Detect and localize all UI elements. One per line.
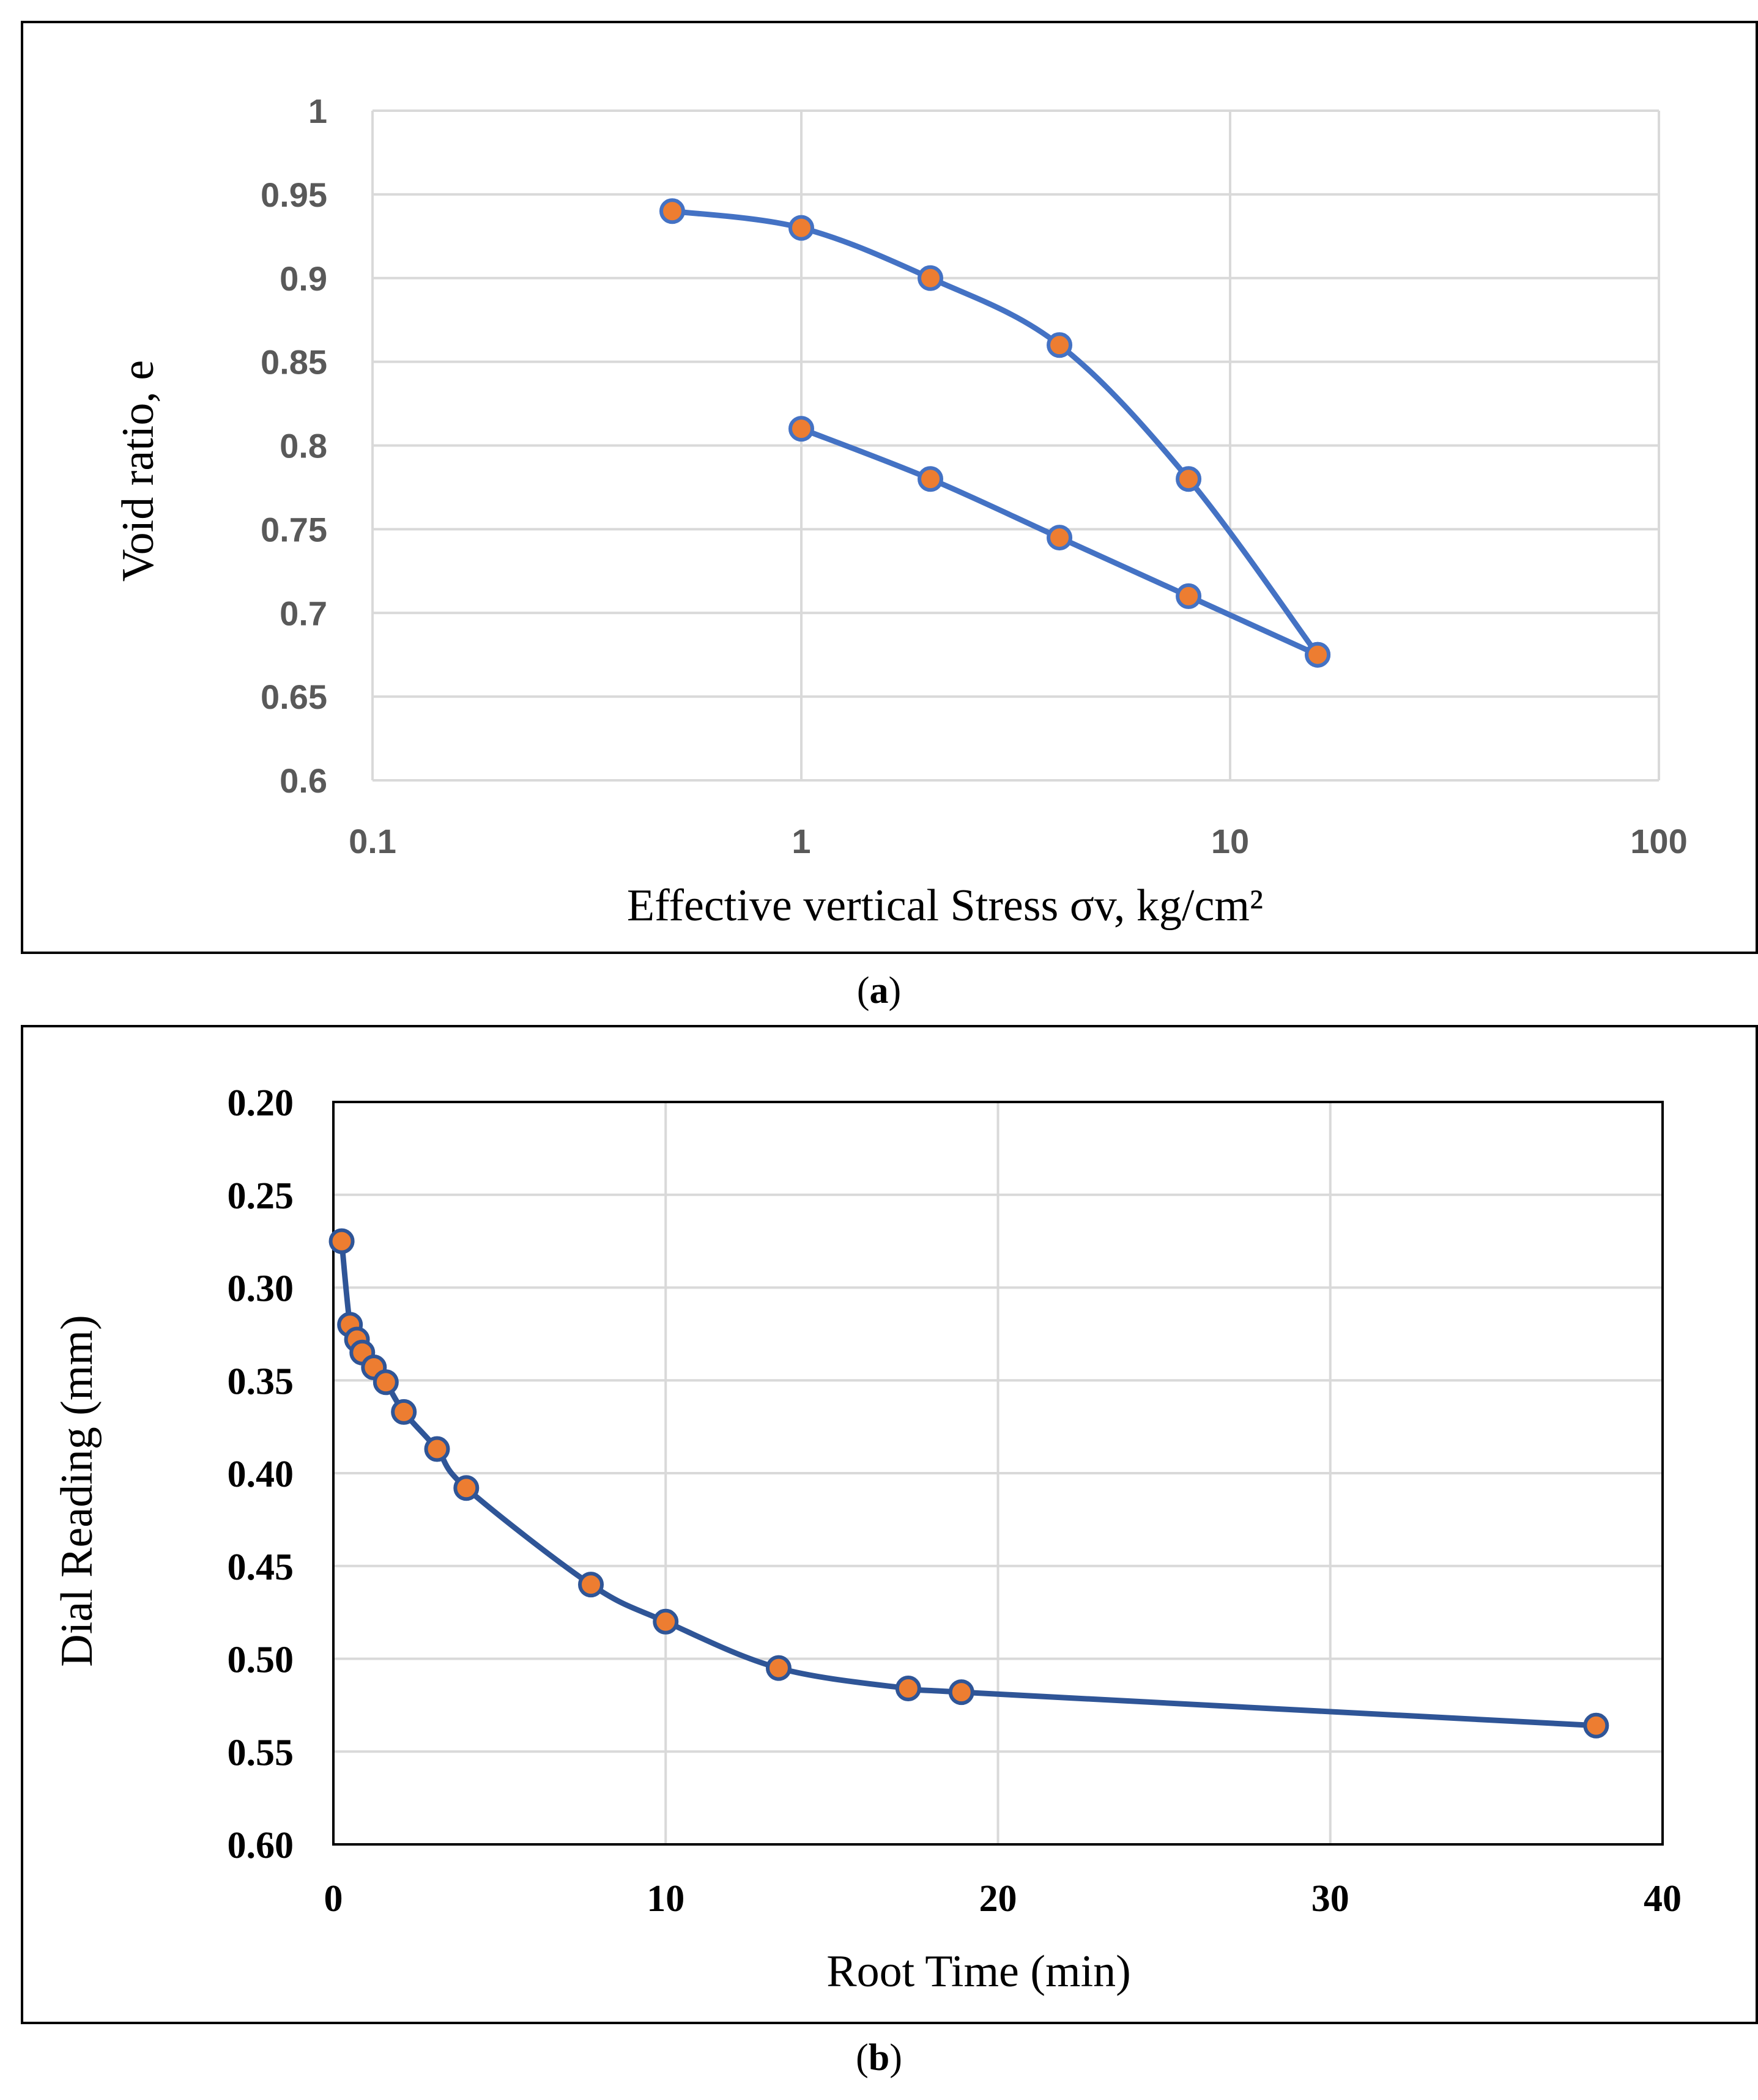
chart-a-x-tick-label: 1: [792, 822, 810, 860]
chart-b-series-dial: [339, 1238, 1599, 1729]
chart-a-y-tick-label: 0.6: [280, 761, 327, 800]
chart-b-y-tick-label: 0.55: [228, 1732, 294, 1773]
caption-a: (a): [856, 970, 902, 1011]
chart-b-axes: [332, 1101, 1664, 1846]
chart-b-point: [765, 1655, 792, 1681]
chart-a-y-axis-title: Void ratio, e: [113, 360, 163, 582]
chart-b-plot-border: [332, 1101, 1664, 1846]
chart-a-x-axis-title: Effective vertical Stress σv, kg/cm²: [627, 881, 1263, 931]
chart-b-gridlines: [333, 1102, 1663, 1844]
chart-b: 0.20 0.25 0.30 0.35 0.40 0.45 0.50 0.55 0.60 0 10 2…: [52, 1082, 1682, 1997]
caption-b: (b): [856, 2037, 902, 2079]
chart-b-y-tick-label: 0.40: [228, 1454, 294, 1495]
chart-a-y-tick-label: 0.7: [280, 594, 327, 632]
chart-b-y-tick-label: 0.30: [228, 1268, 294, 1310]
chart-a-y-tick-label: 0.85: [261, 343, 327, 382]
chart-b-points: [328, 1228, 1609, 1739]
panel-a-frame: [21, 21, 1758, 954]
chart-a-y-tick-label: 0.65: [261, 678, 327, 716]
chart-a-x-tick-label: 100: [1630, 822, 1687, 860]
chart-b-x-axis-title: Root Time (min): [826, 1947, 1131, 1997]
chart-a-y-tick-label: 0.9: [280, 259, 327, 298]
chart-b-point: [1583, 1712, 1609, 1739]
chart-b-x-tick-label: 0: [324, 1878, 343, 1920]
chart-b-y-axis-title: Dial Reading (mm): [52, 1315, 102, 1666]
chart-b-tick-labels: 0.20 0.25 0.30 0.35 0.40 0.45 0.50 0.55 0.60 0 10 2…: [228, 1082, 1682, 1920]
chart-b-y-tick-label: 0.25: [228, 1175, 294, 1217]
chart-a-tick-labels: 0.6 0.65 0.7 0.75 0.8 0.85 0.9 0.95 1 0.1 1 10 100: [261, 92, 1688, 860]
chart-a-point: [918, 466, 944, 492]
chart-b-y-tick-label: 0.50: [228, 1640, 294, 1681]
chart-a-gridlines: [371, 109, 1660, 782]
chart-b-point: [895, 1676, 921, 1702]
panel-b-frame: [21, 1025, 1758, 2024]
chart-a-point: [1305, 641, 1331, 668]
chart-a-point: [659, 198, 685, 224]
chart-a-x-tick-label: 0.1: [349, 822, 396, 860]
chart-b-point: [653, 1608, 679, 1635]
chart-a-point: [1176, 466, 1202, 492]
chart-b-point: [391, 1399, 417, 1425]
chart-a-x-tick-label: 10: [1211, 822, 1249, 860]
chart-b-point: [328, 1228, 355, 1254]
chart-a-point: [918, 265, 944, 291]
chart-b-x-tick-label: 10: [647, 1878, 684, 1920]
chart-b-point: [578, 1572, 604, 1598]
chart-b-x-tick-label: 30: [1311, 1878, 1349, 1920]
chart-a-point: [1176, 583, 1202, 609]
chart-b-point: [453, 1475, 480, 1501]
chart-b-series-lines: [339, 1238, 1599, 1729]
chart-b-y-tick-label: 0.35: [228, 1361, 294, 1402]
chart-a-points: [659, 198, 1331, 668]
chart-b-point: [948, 1679, 974, 1706]
chart-a-y-tick-label: 0.75: [261, 510, 327, 549]
chart-a-y-tick-label: 0.95: [261, 176, 327, 214]
chart-b-x-tick-label: 20: [979, 1878, 1017, 1920]
chart-b-y-tick-label: 0.20: [228, 1082, 294, 1124]
chart-a-y-tick-label: 0.8: [280, 427, 327, 465]
chart-a-point: [788, 416, 814, 442]
chart-a-point: [1047, 332, 1073, 358]
chart-b-y-tick-label: 0.60: [228, 1825, 294, 1866]
chart-a-point: [788, 215, 814, 241]
chart-a-point: [1047, 525, 1073, 551]
chart-b-x-tick-label: 40: [1644, 1878, 1682, 1920]
chart-b-point: [373, 1369, 399, 1396]
chart-b-y-tick-label: 0.45: [228, 1547, 294, 1588]
chart-a-y-tick-label: 1: [308, 92, 327, 130]
chart-a: 0.6 0.65 0.7 0.75 0.8 0.85 0.9 0.95 1 0.1 1 10 100 E…: [113, 92, 1688, 931]
chart-b-point: [424, 1436, 450, 1462]
